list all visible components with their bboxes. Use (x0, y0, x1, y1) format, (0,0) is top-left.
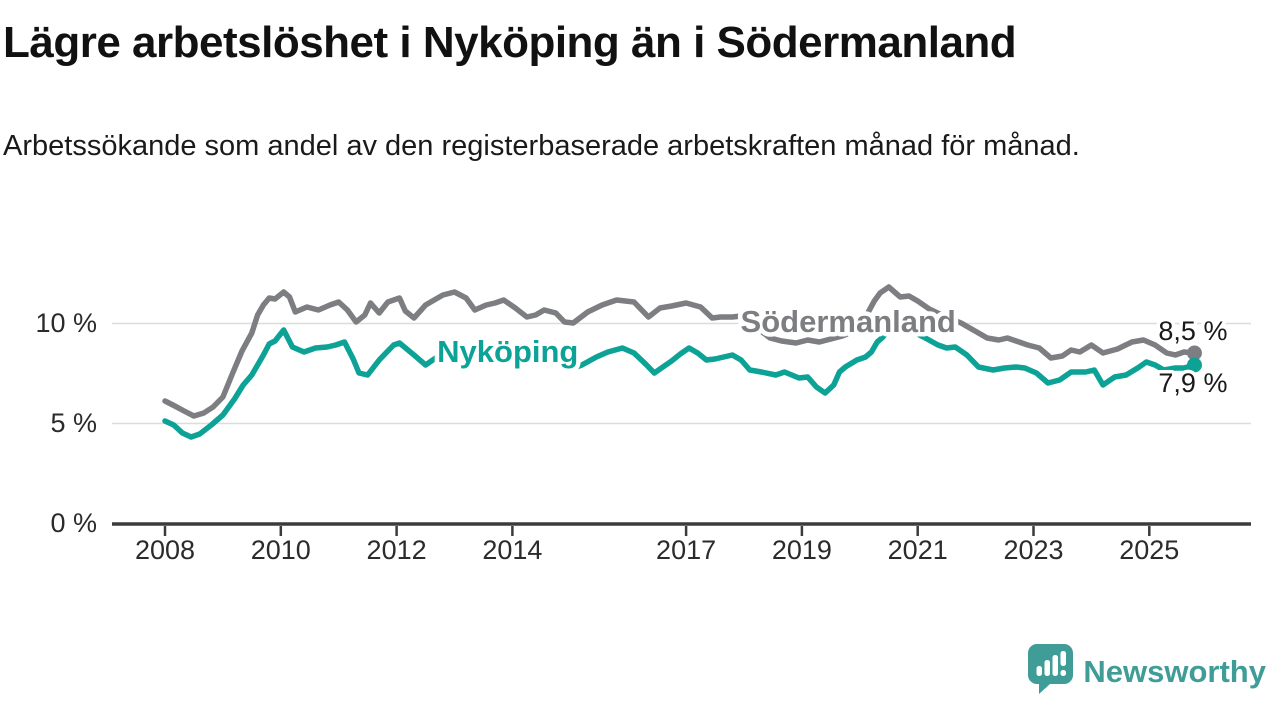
x-tick-label: 2010 (251, 535, 311, 565)
x-tick-label: 2023 (1003, 535, 1063, 565)
y-tick-label: 0 % (50, 508, 97, 538)
series-end-dot-nyköping (1186, 357, 1202, 373)
series-end-value-södermanland: 8,5 % (1158, 316, 1227, 346)
x-tick-label: 2014 (482, 535, 542, 565)
series-line-nyköping (162, 322, 1198, 440)
series-end-dot-södermanland (1186, 345, 1202, 361)
brand-footer: Newsworthy (1027, 643, 1266, 700)
series-label-södermanland: Södermanland (741, 304, 956, 339)
series-end-value-nyköping: 7,9 % (1158, 368, 1227, 398)
x-tick-label: 2017 (656, 535, 716, 565)
x-tick-label: 2008 (135, 535, 195, 565)
page-title: Lägre arbetslöshet i Nyköping än i Söder… (3, 18, 1017, 67)
y-tick-label: 10 % (35, 308, 97, 338)
x-tick-label: 2019 (772, 535, 832, 565)
brand-name: Newsworthy (1083, 653, 1266, 689)
x-tick-label: 2012 (367, 535, 427, 565)
x-tick-label: 2021 (888, 535, 948, 565)
newsworthy-logo-icon (1027, 643, 1074, 700)
series-line-södermanland (162, 284, 1198, 419)
page-subtitle: Arbetssökande som andel av den registerb… (3, 130, 1080, 162)
x-tick-label: 2025 (1119, 535, 1179, 565)
y-tick-label: 5 % (50, 408, 97, 438)
series-label-nyköping: Nyköping (437, 334, 578, 369)
